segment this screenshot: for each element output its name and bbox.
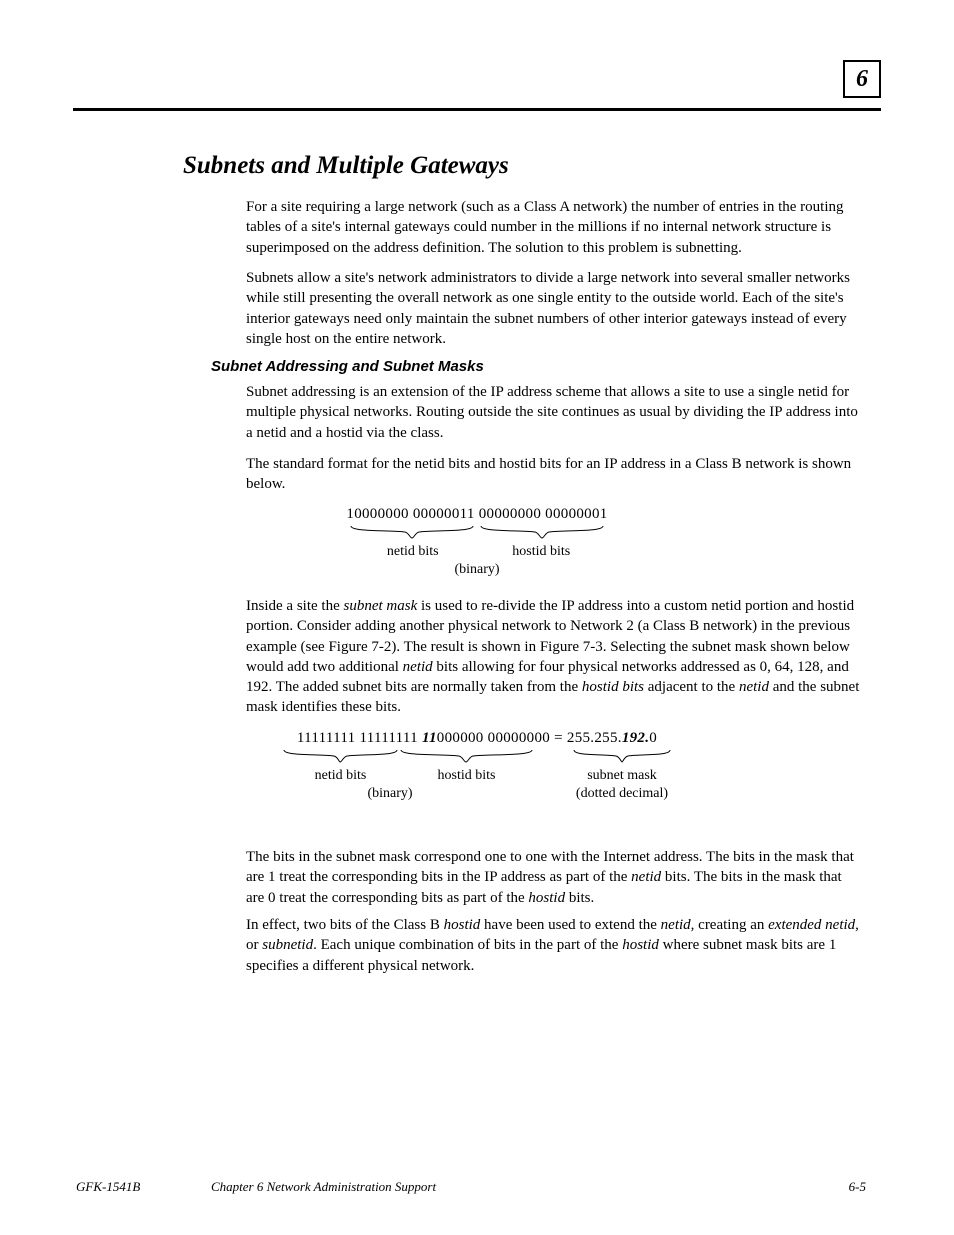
emphasized-bits: 11	[422, 730, 437, 746]
text: Inside a site the	[246, 598, 343, 614]
diagram-labels: netid bits hostid bits subnet mask	[0, 768, 954, 784]
paragraph: In effect, two bits of the Class B hosti…	[246, 915, 861, 976]
diagram-notes: (binary) (dotted decimal)	[0, 786, 954, 802]
term-netid: netid	[403, 659, 433, 675]
brace-row	[0, 748, 954, 766]
term-subnet-mask: subnet mask	[343, 598, 417, 614]
emphasized-octet: 192.	[622, 730, 649, 746]
binary-diagram-1: 10000000 00000011 00000000 00000001 neti…	[0, 506, 954, 578]
footer-chapter-title: Chapter 6 Network Administration Support	[211, 1179, 436, 1195]
paragraph: The bits in the subnet mask correspond o…	[246, 847, 861, 908]
text: creating an	[694, 917, 768, 933]
paragraph: The standard format for the netid bits a…	[246, 454, 861, 495]
brace-icon	[479, 524, 605, 540]
text: adjacent to the	[644, 679, 739, 695]
term-subnetid: subnetid	[262, 937, 313, 953]
chapter-number: 6	[856, 66, 868, 93]
paragraph: Subnets allow a site's network administr…	[246, 268, 861, 349]
text: bits.	[565, 890, 594, 906]
paragraph: For a site requiring a large network (su…	[246, 197, 861, 258]
term-netid: netid	[739, 679, 769, 695]
text: have been used to extend the	[480, 917, 660, 933]
label-hostid: hostid bits	[399, 768, 534, 784]
binary-string: 10000000 00000011 00000000 00000001	[0, 506, 954, 523]
term-hostid-bits: hostid bits	[582, 679, 644, 695]
term-hostid: hostid	[528, 890, 565, 906]
subsection-heading: Subnet Addressing and Subnet Masks	[211, 358, 484, 375]
term-extended-netid: extended netid	[768, 917, 855, 933]
brace-icon	[399, 748, 534, 764]
term-netid: netid	[631, 869, 661, 885]
brace-icon	[282, 748, 399, 764]
brace-row	[0, 524, 954, 542]
binary-diagram-2: 11111111 11111111 11000000 00000000 = 25…	[0, 730, 954, 802]
footer-page-number: 6-5	[849, 1179, 866, 1195]
brace-icon	[572, 748, 672, 764]
text: 11111111 11111111	[297, 730, 422, 746]
note-binary: (binary)	[263, 786, 517, 802]
text: . Each unique combination of bits in the…	[313, 937, 622, 953]
label-netid: netid bits	[350, 544, 475, 560]
paragraph: Inside a site the subnet mask is used to…	[246, 596, 861, 718]
text: In effect, two bits of the Class B	[246, 917, 444, 933]
footer-doc-id: GFK-1541B	[76, 1179, 140, 1195]
chapter-number-box: 6	[843, 60, 881, 98]
paragraph: Subnet addressing is an extension of the…	[246, 382, 861, 443]
label-subnet-mask: subnet mask	[572, 768, 672, 784]
term-netid: netid,	[661, 917, 695, 933]
diagram-note: (binary)	[0, 562, 954, 578]
note-dotted-decimal: (dotted decimal)	[553, 786, 691, 802]
text: 000000 00000000 = 255.255.	[437, 730, 622, 746]
diagram-labels: netid bits hostid bits	[0, 544, 954, 560]
term-hostid: hostid	[622, 937, 659, 953]
label-hostid: hostid bits	[479, 544, 604, 560]
label-netid: netid bits	[282, 768, 399, 784]
brace-icon	[349, 524, 475, 540]
term-hostid: hostid	[444, 917, 481, 933]
header-rule	[73, 108, 881, 111]
binary-string: 11111111 11111111 11000000 00000000 = 25…	[0, 730, 954, 747]
section-title: Subnets and Multiple Gateways	[183, 152, 509, 180]
text: 0	[649, 730, 657, 746]
